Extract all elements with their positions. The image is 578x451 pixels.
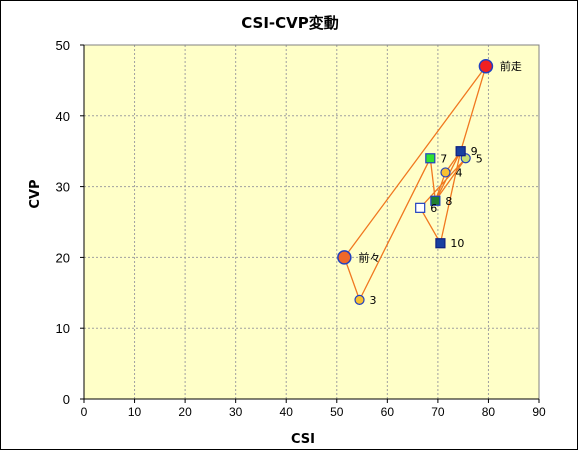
data-point [425, 153, 436, 164]
x-tick-label: 20 [178, 405, 192, 419]
data-point [435, 238, 446, 249]
x-tick-label: 80 [482, 405, 496, 419]
x-tick-label: 50 [330, 405, 344, 419]
data-point-label: 8 [445, 195, 452, 208]
data-point-label: 3 [370, 294, 377, 307]
x-tick-label: 90 [532, 405, 546, 419]
data-point [337, 250, 352, 265]
x-axis-label: CSI [291, 432, 315, 447]
x-tick-label: 0 [81, 405, 88, 419]
x-tick-label: 40 [280, 405, 294, 419]
data-point-label: 6 [430, 202, 437, 215]
y-tick-label: 10 [56, 321, 70, 336]
data-point [415, 202, 426, 213]
data-point [440, 167, 451, 178]
y-tick-label: 20 [56, 250, 70, 265]
x-tick-label: 60 [381, 405, 395, 419]
data-point [354, 294, 365, 305]
y-tick-label: 30 [56, 180, 70, 195]
data-point-label: 4 [455, 166, 462, 179]
data-point [430, 195, 441, 206]
x-tick-label: 10 [128, 405, 142, 419]
data-point [478, 58, 494, 74]
x-tick-label: 70 [431, 405, 445, 419]
y-tick-label: 40 [56, 109, 70, 124]
point-labels: 前々 3 4 5 6 7 8 9 10 前走 [358, 59, 522, 307]
data-point [455, 146, 466, 157]
data-point-label: 前走 [500, 59, 522, 73]
data-point-label: 前々 [358, 250, 380, 264]
chart-title: CSI-CVP変動 [241, 14, 339, 32]
y-axis-label: CVP [28, 179, 43, 208]
data-markers [337, 58, 494, 305]
plot-area [84, 45, 539, 399]
data-point-label: 7 [440, 152, 447, 165]
x-tick-label: 30 [229, 405, 243, 419]
data-point-label: 9 [471, 145, 478, 158]
data-point-label: 10 [450, 237, 464, 250]
axes: 0 10 20 30 40 50 60 70 80 90 0 10 20 30 40 50 [56, 38, 546, 419]
y-tick-label: 50 [56, 38, 70, 53]
y-tick-label: 0 [63, 392, 70, 407]
plot-background [84, 45, 539, 399]
data-point-label: 5 [476, 152, 483, 165]
